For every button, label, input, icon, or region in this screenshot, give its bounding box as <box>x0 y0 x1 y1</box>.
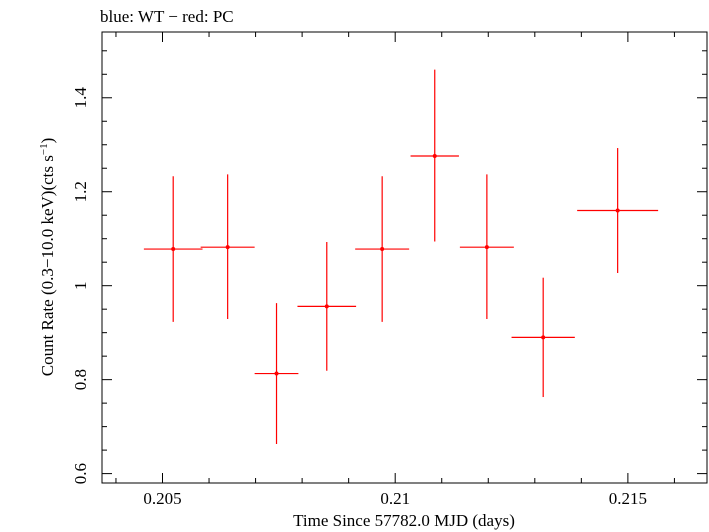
x-tick-label: 0.205 <box>143 489 181 508</box>
y-axis-label-exponent: −1 <box>38 143 50 155</box>
data-marker <box>541 335 546 340</box>
data-point <box>143 176 203 322</box>
x-axis-ticks: 0.205 0.21 0.215 <box>115 32 675 508</box>
y-axis-label: Count Rate (0.3−10.0 keV)(cts s−1) <box>38 138 57 377</box>
plot-frame <box>101 31 708 484</box>
y-tick-label: 1.2 <box>71 181 90 202</box>
data-marker <box>171 247 176 252</box>
data-point <box>355 176 410 322</box>
y-tick-label: 0.6 <box>71 463 90 484</box>
data-marker <box>380 247 385 252</box>
chart-title: blue: WT − red: PC <box>100 7 234 26</box>
x-tick-label: 0.215 <box>609 489 647 508</box>
y-tick-label: 1.4 <box>71 87 90 109</box>
data-point <box>410 69 459 242</box>
x-axis-label: Time Since 57782.0 MJD (days) <box>293 511 515 530</box>
data-marker <box>225 245 230 250</box>
y-axis-label-main: Count Rate (0.3−10.0 keV)(cts s <box>38 155 57 376</box>
data-marker <box>324 304 329 309</box>
y-tick-label: 1 <box>71 281 90 290</box>
data-point <box>511 277 575 398</box>
data-marker <box>484 245 489 250</box>
data-series-pc <box>143 69 659 445</box>
x-tick-label: 0.21 <box>380 489 410 508</box>
data-marker <box>274 371 279 376</box>
data-point <box>297 241 357 371</box>
y-axis-ticks: 0.6 0.8 1 1.2 1.4 <box>71 50 707 484</box>
y-axis-label-close: ) <box>38 138 57 144</box>
data-point <box>200 174 255 320</box>
y-tick-label: 0.8 <box>71 369 90 390</box>
data-point <box>577 148 659 274</box>
data-marker <box>615 208 620 213</box>
data-point <box>254 303 299 445</box>
data-point <box>459 174 514 320</box>
data-marker <box>432 154 437 159</box>
